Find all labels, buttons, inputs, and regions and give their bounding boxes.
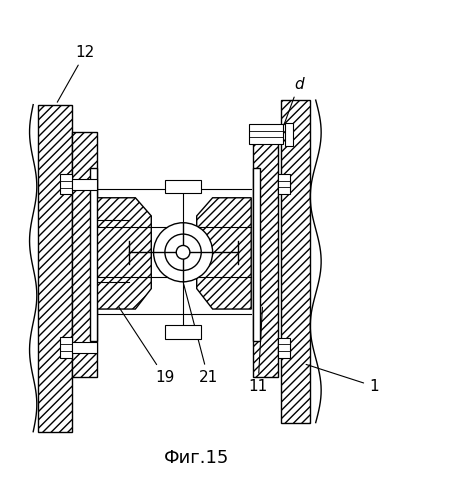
Circle shape: [176, 246, 190, 259]
Bar: [278, 342, 290, 353]
Bar: [72, 178, 97, 190]
Bar: [60, 338, 72, 358]
Bar: [285, 123, 293, 146]
Bar: [281, 100, 310, 422]
Bar: [254, 132, 278, 377]
Bar: [165, 325, 201, 338]
Polygon shape: [97, 198, 151, 309]
Text: Фиг.15: Фиг.15: [164, 449, 229, 467]
Bar: [249, 124, 283, 144]
Bar: [278, 338, 290, 357]
Bar: [278, 174, 290, 194]
Text: 1: 1: [306, 364, 379, 394]
Polygon shape: [197, 198, 251, 309]
Bar: [72, 342, 97, 353]
Polygon shape: [97, 198, 151, 309]
Circle shape: [154, 222, 213, 282]
Text: 21: 21: [184, 284, 218, 384]
Polygon shape: [197, 198, 251, 309]
Bar: [72, 132, 97, 377]
Text: 19: 19: [119, 307, 175, 384]
Bar: [38, 104, 72, 432]
Text: d: d: [284, 76, 304, 125]
Text: 12: 12: [57, 45, 95, 102]
Circle shape: [165, 234, 201, 270]
Bar: [254, 168, 260, 341]
Bar: [90, 168, 97, 341]
Text: 11: 11: [249, 308, 268, 394]
Bar: [165, 180, 201, 193]
Bar: [60, 174, 72, 195]
Bar: [278, 178, 290, 190]
